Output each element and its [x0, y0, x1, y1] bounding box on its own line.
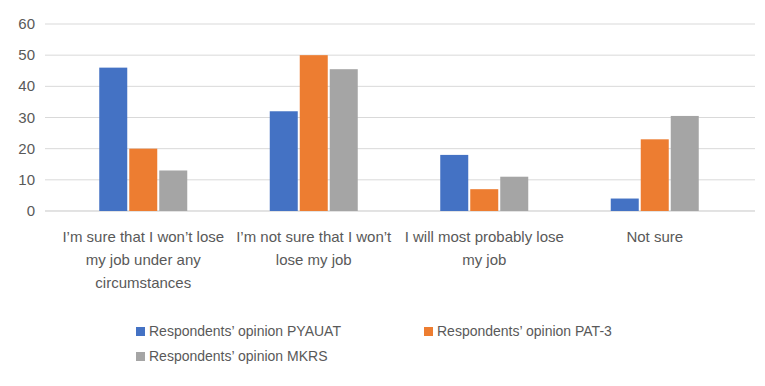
y-tick-label: 40 — [18, 77, 35, 94]
bar — [611, 199, 639, 211]
bar — [440, 155, 468, 211]
bar — [641, 139, 669, 211]
x-tick-label-line: lose my job — [276, 251, 352, 268]
y-tick-label: 20 — [18, 140, 35, 157]
y-tick-label: 30 — [18, 109, 35, 126]
x-tick-label-line: Not sure — [626, 228, 683, 245]
y-tick-label: 60 — [18, 15, 35, 32]
legend-label: Respondents’ opinion PYAUAT — [149, 323, 341, 339]
x-tick-label-line: my job under any — [86, 251, 202, 268]
x-tick-label: I’m sure that I won’t lose my job under a… — [62, 228, 224, 291]
grid-line — [45, 86, 755, 87]
bar — [300, 55, 328, 211]
y-tick-label: 50 — [18, 46, 35, 63]
bar — [99, 68, 127, 211]
legend-swatch — [136, 327, 145, 336]
legend-label: Respondents’ opinion MKRS — [149, 348, 327, 364]
legend-swatch — [424, 327, 433, 336]
bar — [159, 170, 187, 211]
bar — [129, 149, 157, 211]
grid-line — [45, 55, 755, 56]
grid-line — [45, 117, 755, 118]
y-tick-label: 10 — [18, 171, 35, 188]
chart: 0 10 20 30 40 50 60 I’m sure that I won’t lose m… — [0, 0, 765, 386]
legend-label: Respondents’ opinion PAT-3 — [437, 323, 612, 339]
bar — [330, 69, 358, 211]
legend: Respondents’ opinion PYAUAT Respondents’ … — [136, 323, 612, 364]
grid — [45, 24, 755, 211]
legend-swatch — [136, 352, 145, 361]
x-tick-label: Not sure — [626, 228, 683, 245]
x-tick-label-line: I will most probably lose — [405, 228, 564, 245]
bar — [470, 189, 498, 211]
bar — [671, 116, 699, 211]
bar — [270, 111, 298, 211]
grid-line — [45, 24, 755, 25]
bar — [500, 177, 528, 211]
x-tick-label-line: my job — [462, 251, 506, 268]
x-tick-label: I’m not sure that I won’t lose my job — [236, 228, 392, 268]
y-tick-label: 0 — [27, 202, 35, 219]
x-tick-label-line: I’m sure that I won’t lose — [62, 228, 224, 245]
x-tick-label-line: circumstances — [95, 274, 191, 291]
x-tick-label: I will most probably lose my job — [405, 228, 564, 268]
bars — [99, 55, 699, 211]
x-tick-label-line: I’m not sure that I won’t — [236, 228, 392, 245]
